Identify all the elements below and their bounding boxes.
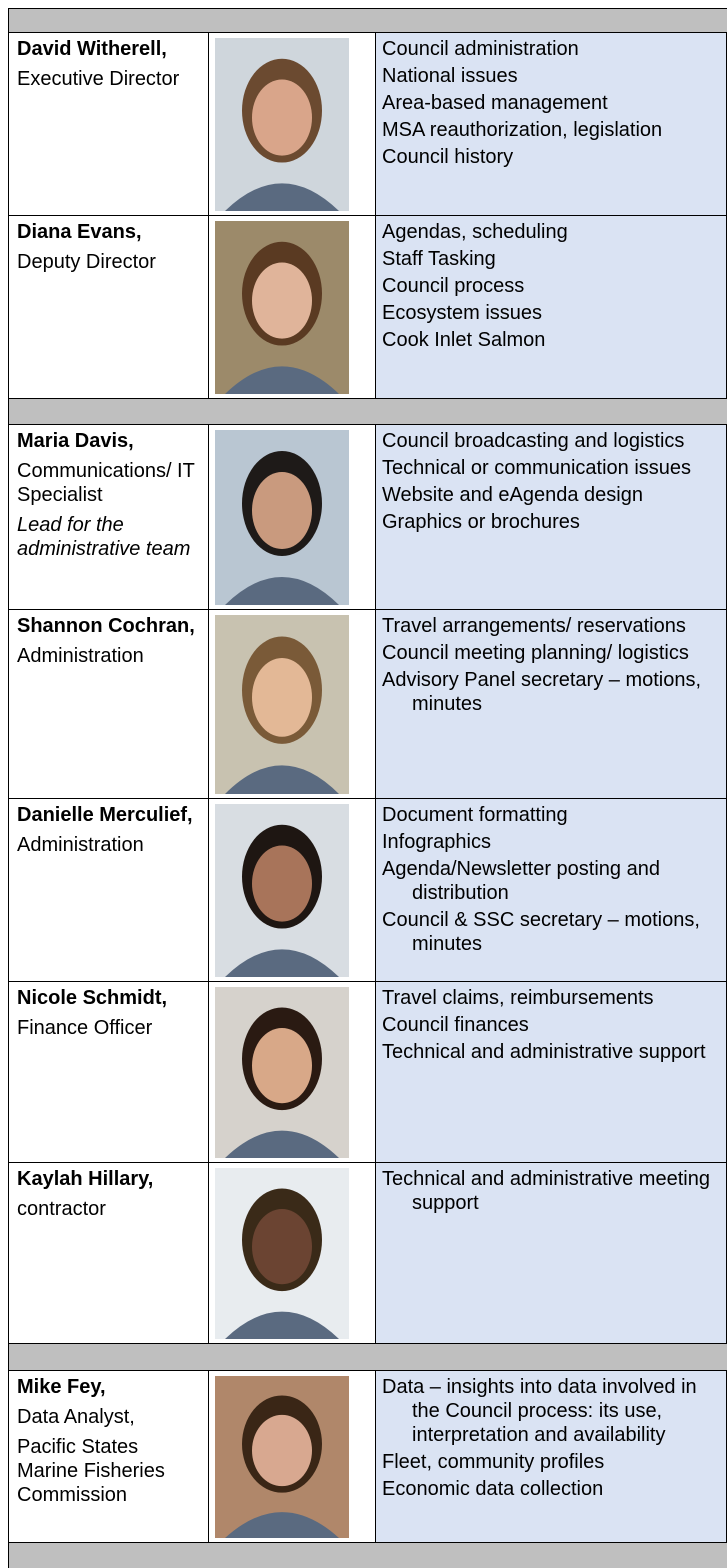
duty-item: Cook Inlet Salmon (382, 329, 546, 351)
duties-cell: Agendas, scheduling Staff Tasking Council … (375, 215, 727, 398)
person-cell: Shannon Cochran, Administration (8, 609, 208, 798)
person-role: Administration (17, 834, 144, 856)
duty-item: Fleet, community profiles (382, 1451, 605, 1473)
duty-item: National issues (382, 65, 518, 87)
person-role: Data Analyst, (17, 1406, 135, 1428)
duty-item: Council history (382, 146, 514, 168)
duty-item: Council meeting planning/ logistics (382, 642, 689, 664)
duty-item: Technical and administrative meeting sup… (382, 1168, 710, 1214)
portrait-photo (215, 1376, 349, 1538)
duties-cell: Data – insights into data involved in th… (375, 1370, 727, 1542)
person-cell: Diana Evans, Deputy Director (8, 215, 208, 398)
person-name: Kaylah Hillary, (17, 1168, 154, 1190)
person-name: Diana Evans, (17, 221, 142, 243)
portrait-photo (215, 221, 349, 394)
person-role: Communications/ IT Specialist (17, 460, 195, 506)
photo-cell (208, 215, 375, 398)
duty-item: Travel arrangements/ reservations (382, 615, 686, 637)
portrait-photo (215, 615, 349, 794)
person-cell: Kaylah Hillary, contractor (8, 1162, 208, 1343)
person-cell: David Witherell, Executive Director (8, 32, 208, 215)
person-name: Shannon Cochran, (17, 615, 195, 637)
person-role: Deputy Director (17, 251, 156, 273)
person-name: Nicole Schmidt, (17, 987, 168, 1009)
duty-item: Data – insights into data involved in th… (382, 1376, 697, 1446)
section-divider (8, 1542, 727, 1568)
person-role: Finance Officer (17, 1017, 153, 1039)
portrait-photo (215, 804, 349, 977)
photo-cell (208, 32, 375, 215)
duty-item: Council process (382, 275, 525, 297)
photo-cell (208, 424, 375, 609)
duty-item: Document formatting (382, 804, 568, 826)
duties-cell: Travel arrangements/ reservations Council… (375, 609, 727, 798)
duty-item: Technical and administrative support (382, 1041, 706, 1063)
duties-cell: Council broadcasting and logistics Techni… (375, 424, 727, 609)
section-divider (8, 8, 727, 32)
person-role: contractor (17, 1198, 106, 1220)
portrait-photo (215, 430, 349, 605)
duty-item: Agenda/Newsletter posting and distributi… (382, 858, 660, 904)
portrait-photo (215, 38, 349, 211)
person-role: Pacific States Marine Fisheries Commissi… (17, 1436, 165, 1506)
duty-item: Area-based management (382, 92, 608, 114)
duties-cell: Technical and administrative meeting sup… (375, 1162, 727, 1343)
photo-cell (208, 981, 375, 1162)
photo-cell (208, 798, 375, 981)
person-name: Danielle Merculief, (17, 804, 193, 826)
duty-item: Technical or communication issues (382, 457, 692, 479)
duty-item: Advisory Panel secretary – motions, minu… (382, 669, 702, 715)
person-name: Mike Fey, (17, 1376, 106, 1398)
section-divider (8, 1343, 727, 1370)
duty-item: Economic data collection (382, 1478, 604, 1500)
duty-item: Website and eAgenda design (382, 484, 643, 506)
duties-cell: Council administration National issues Are… (375, 32, 727, 215)
duty-item: Council finances (382, 1014, 529, 1036)
portrait-photo (215, 987, 349, 1158)
person-cell: Mike Fey, Data Analyst, Pacific States Mar… (8, 1370, 208, 1542)
photo-cell (208, 1162, 375, 1343)
person-name: Maria Davis, (17, 430, 134, 452)
person-cell: Maria Davis, Communications/ IT Specialis… (8, 424, 208, 609)
person-cell: Danielle Merculief, Administration (8, 798, 208, 981)
duties-cell: Travel claims, reimbursements Council fin… (375, 981, 727, 1162)
duties-cell: Document formatting Infographics Agenda/Ne… (375, 798, 727, 981)
person-note: Lead for the administrative team (17, 514, 191, 560)
duty-item: Infographics (382, 831, 491, 853)
photo-cell (208, 1370, 375, 1542)
duty-item: Travel claims, reimbursements (382, 987, 654, 1009)
portrait-photo (215, 1168, 349, 1339)
duty-item: Council administration (382, 38, 579, 60)
duty-item: Staff Tasking (382, 248, 496, 270)
duty-item: Agendas, scheduling (382, 221, 568, 243)
duty-item: Council broadcasting and logistics (382, 430, 685, 452)
person-role: Administration (17, 645, 144, 667)
duty-item: Graphics or brochures (382, 511, 580, 533)
photo-cell (208, 609, 375, 798)
person-name: David Witherell, (17, 38, 167, 60)
duty-item: Council & SSC secretary – motions, minut… (382, 909, 700, 955)
person-role: Executive Director (17, 68, 180, 90)
duty-item: MSA reauthorization, legislation (382, 119, 663, 141)
section-divider (8, 398, 727, 424)
duty-item: Ecosystem issues (382, 302, 543, 324)
person-cell: Nicole Schmidt, Finance Officer (8, 981, 208, 1162)
